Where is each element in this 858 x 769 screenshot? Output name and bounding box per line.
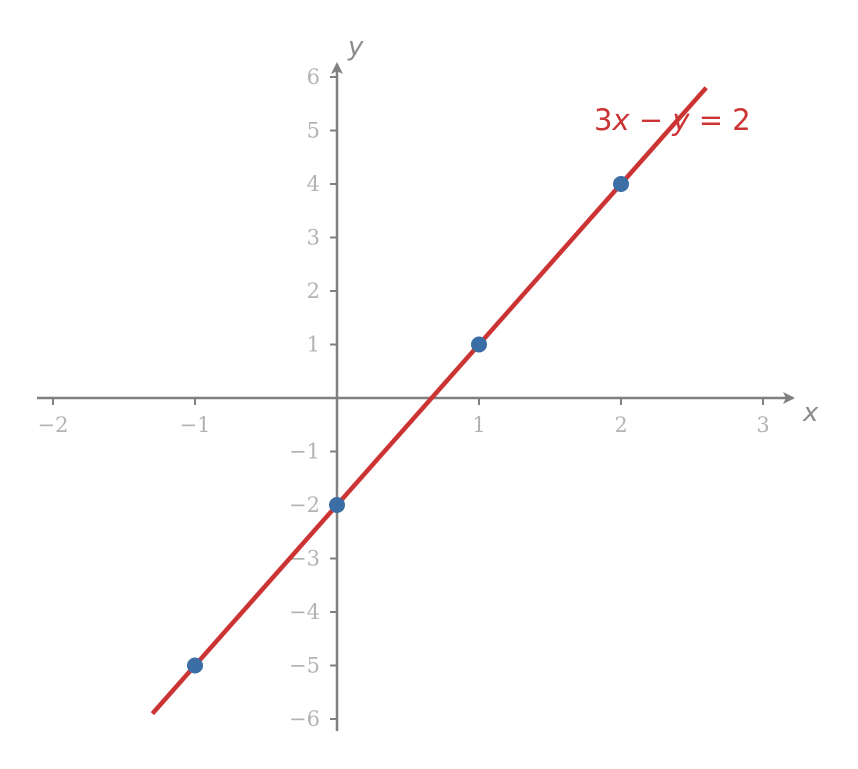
equation-x-var: x — [611, 103, 630, 137]
x-tick-label: −2 — [38, 413, 69, 437]
y-tick-label: 3 — [307, 226, 320, 250]
y-tick-labels: −6 −5 −4 −3 −2 −1 1 2 3 4 5 6 — [289, 65, 320, 731]
y-tick-label: −4 — [289, 600, 320, 624]
equation-coefficient: 3 — [594, 103, 612, 137]
x-tick-label: 3 — [756, 413, 769, 437]
y-tick-label: −5 — [289, 654, 320, 678]
axes — [37, 62, 795, 731]
equation-label: 3x − y = 2 — [594, 103, 751, 137]
data-point — [329, 497, 345, 513]
equation-y-var: y — [671, 103, 690, 137]
y-tick-label: 4 — [307, 172, 320, 196]
y-tick-label: 1 — [307, 333, 320, 357]
y-tick-label: −2 — [289, 493, 320, 517]
x-axis-label: x — [802, 398, 819, 428]
data-point — [471, 336, 487, 353]
y-tick-label: 2 — [307, 279, 320, 303]
x-tick-labels: −2 −1 1 2 3 — [38, 413, 770, 437]
x-ticks — [52, 398, 764, 405]
x-tick-label: 2 — [614, 413, 627, 437]
x-tick-label: −1 — [180, 413, 211, 437]
x-tick-label: 1 — [472, 413, 485, 437]
data-point — [187, 657, 203, 674]
equation-rhs: = 2 — [690, 103, 751, 137]
y-tick-label: −3 — [289, 547, 320, 571]
y-tick-label: −6 — [289, 707, 320, 731]
y-tick-label: −1 — [289, 440, 320, 464]
y-tick-label: 6 — [307, 65, 320, 89]
data-point — [613, 176, 629, 192]
y-axis-label: y — [347, 32, 364, 62]
data-points — [187, 176, 629, 674]
equation-minus: − — [630, 103, 673, 137]
equation-line — [150, 86, 708, 716]
y-tick-label: 5 — [307, 119, 320, 143]
